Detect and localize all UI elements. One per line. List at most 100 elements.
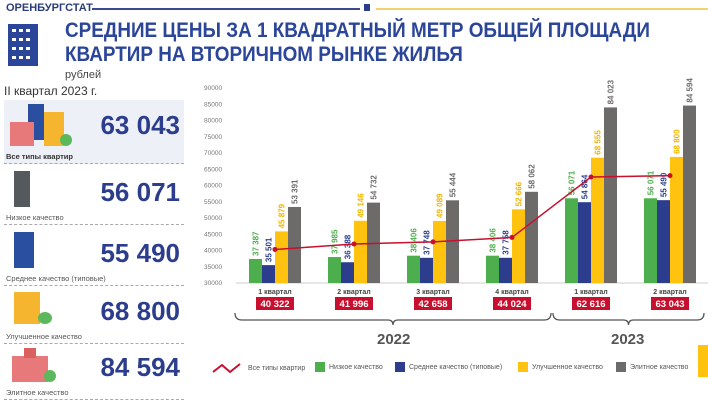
header-divider-square bbox=[364, 4, 370, 11]
bar-value-label: 37 985 bbox=[331, 229, 340, 254]
gray-building-icon bbox=[14, 171, 30, 207]
legend-label: Среднее качество (типовые) bbox=[409, 363, 503, 371]
summary-value: 68 800 bbox=[100, 296, 180, 326]
line-point-label-bg bbox=[335, 297, 373, 310]
y-tick-label: 50000 bbox=[204, 215, 222, 222]
legend-item-improved: Улучшенное качество bbox=[518, 362, 603, 372]
line-point-marker bbox=[509, 234, 515, 240]
brace-2022 bbox=[234, 312, 552, 326]
bar-value-label: 58 062 bbox=[528, 164, 537, 189]
y-tick-label: 65000 bbox=[204, 166, 222, 173]
y-tick-label: 35000 bbox=[204, 264, 222, 271]
bar bbox=[407, 255, 420, 283]
summary-value: 84 594 bbox=[100, 352, 180, 382]
summary-card-low: 56 071 Низкое качество bbox=[4, 167, 184, 225]
legend-label: Элитное качество bbox=[630, 363, 689, 371]
summary-label: Улучшенное качество bbox=[6, 332, 82, 341]
summary-card-all: 63 043 Все типы квартир bbox=[4, 100, 184, 164]
line-point-label-bg bbox=[572, 297, 610, 310]
bar-value-label: 56 071 bbox=[568, 170, 577, 195]
page-title: СРЕДНИЕ ЦЕНЫ ЗА 1 КВАДРАТНЫЙ МЕТР ОБЩЕЙ … bbox=[65, 19, 650, 67]
header-divider-yellow bbox=[376, 8, 708, 10]
bar bbox=[433, 220, 446, 283]
line-point-marker bbox=[667, 173, 673, 179]
bar bbox=[604, 107, 617, 283]
header-divider-blue bbox=[92, 8, 360, 10]
line-point-marker bbox=[588, 174, 594, 180]
line-point-label: 63 043 bbox=[655, 299, 684, 310]
line-point-label-bg bbox=[493, 297, 531, 310]
y-tick-label: 45000 bbox=[204, 231, 222, 238]
legend-item-all: Все типы квартир bbox=[212, 362, 305, 374]
summary-label: Все типы квартир bbox=[6, 152, 73, 161]
legend-line-icon bbox=[212, 363, 241, 374]
y-tick-label: 85000 bbox=[204, 101, 222, 108]
bar-value-label: 55 490 bbox=[660, 172, 669, 197]
x-tick-label: 2 квартал bbox=[653, 289, 686, 296]
bar bbox=[262, 265, 275, 283]
bar bbox=[341, 262, 354, 283]
bar bbox=[288, 206, 301, 283]
y-tick-label: 70000 bbox=[204, 150, 222, 157]
y-tick-label: 75000 bbox=[204, 134, 222, 141]
x-tick-label: 2 квартал bbox=[337, 289, 370, 296]
brace-2023 bbox=[552, 312, 705, 326]
line-point-label-bg bbox=[651, 297, 689, 310]
line-point-marker bbox=[351, 241, 357, 247]
bar bbox=[683, 105, 696, 283]
line-point-marker bbox=[272, 246, 278, 252]
x-tick-label: 1 квартал bbox=[574, 289, 607, 296]
y-tick-label: 30000 bbox=[204, 280, 222, 287]
bar-value-label: 53 391 bbox=[291, 179, 300, 204]
bar-value-label: 37 387 bbox=[252, 231, 261, 256]
x-tick-label: 3 квартал bbox=[416, 289, 449, 296]
bar-value-label: 49 089 bbox=[436, 193, 445, 218]
title-line-1: СРЕДНИЕ ЦЕНЫ ЗА 1 КВАДРАТНЫЙ МЕТР ОБЩЕЙ … bbox=[65, 19, 650, 42]
bar bbox=[644, 198, 657, 283]
mixed-buildings-icon bbox=[10, 104, 72, 148]
bar bbox=[446, 200, 459, 283]
bar bbox=[578, 202, 591, 283]
bar-value-label: 54 864 bbox=[581, 174, 590, 199]
line-point-label: 41 996 bbox=[339, 299, 368, 310]
bar bbox=[275, 231, 288, 283]
summary-card-elite: 84 594 Элитное качество bbox=[4, 342, 184, 400]
bar bbox=[512, 209, 525, 283]
bar-value-label: 37 758 bbox=[502, 230, 511, 255]
summary-value: 55 490 bbox=[100, 238, 180, 268]
bar bbox=[670, 156, 683, 283]
period-label: II квартал 2023 г. bbox=[4, 84, 98, 98]
bar-value-label: 84 594 bbox=[686, 78, 695, 103]
bar bbox=[499, 257, 512, 283]
legend-item-elite: Элитное качество bbox=[616, 362, 688, 372]
bar-value-label: 56 071 bbox=[647, 170, 656, 195]
bar-value-label: 68 555 bbox=[594, 130, 603, 155]
line-all-types bbox=[274, 174, 671, 251]
bar bbox=[657, 200, 670, 283]
pink-mansion-icon bbox=[10, 346, 56, 384]
summary-value: 63 043 bbox=[100, 110, 180, 140]
bar bbox=[328, 257, 341, 283]
bar bbox=[249, 258, 262, 283]
bar-value-label: 38 406 bbox=[489, 228, 498, 253]
line-point-label-bg bbox=[414, 297, 452, 310]
bar-value-label: 35 501 bbox=[265, 237, 274, 262]
legend-item-mid: Среднее качество (типовые) bbox=[395, 362, 502, 372]
y-tick-label: 80000 bbox=[204, 118, 222, 125]
decorative-yellow-block bbox=[698, 345, 708, 377]
legend-label: Улучшенное качество bbox=[532, 363, 603, 371]
brand-name: ОРЕНБУРГСТАТ bbox=[6, 2, 93, 14]
summary-label: Среднее качество (типовые) bbox=[6, 274, 106, 283]
legend-label: Все типы квартир bbox=[248, 364, 306, 372]
bar bbox=[525, 191, 538, 283]
line-point-label: 62 616 bbox=[576, 299, 605, 310]
yellow-building-icon bbox=[10, 290, 52, 326]
y-tick-label: 90000 bbox=[204, 85, 222, 92]
building-logo-icon bbox=[8, 24, 38, 66]
summary-label: Низкое качество bbox=[6, 213, 64, 222]
y-tick-label: 55000 bbox=[204, 199, 222, 206]
year-label-2022: 2022 bbox=[377, 331, 411, 348]
bar-value-label: 52 666 bbox=[515, 181, 524, 206]
x-tick-label: 1 квартал bbox=[258, 289, 291, 296]
y-tick-label: 40000 bbox=[204, 248, 222, 255]
